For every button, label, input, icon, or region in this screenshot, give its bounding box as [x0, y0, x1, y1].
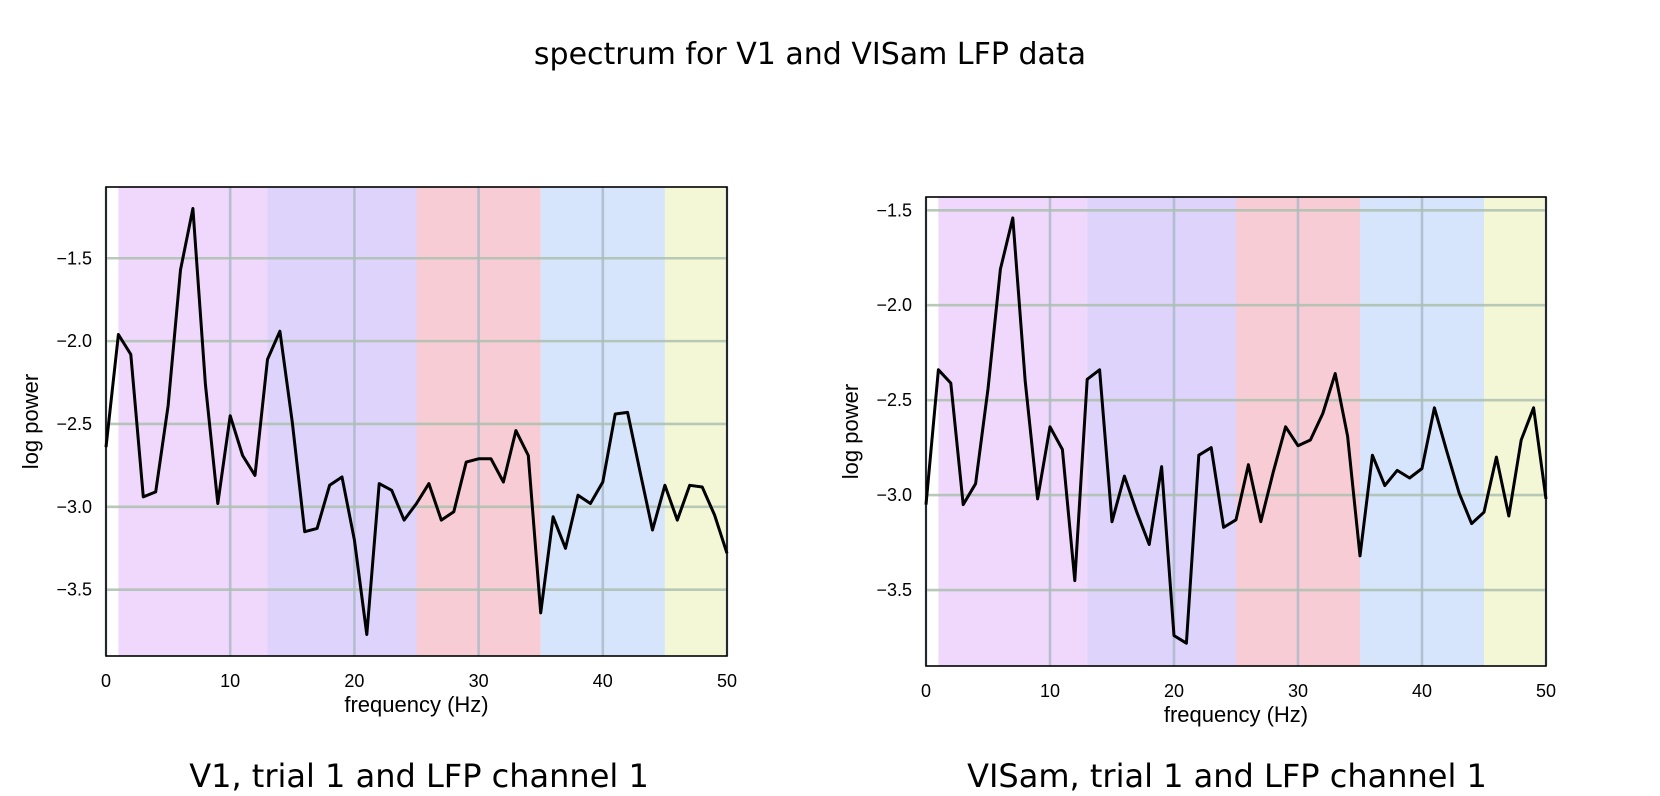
panel-v1-xtick-label-5: 50	[717, 671, 737, 691]
panel-v1-xtick-label-3: 30	[469, 671, 489, 691]
panel-v1-ytick-label-0: −3.5	[56, 580, 92, 600]
panel-v1-ylabel: log power	[18, 374, 43, 469]
figure-title: spectrum for V1 and VISam LFP data	[534, 37, 1086, 72]
panel-v1-xlabel: frequency (Hz)	[344, 692, 488, 717]
panel-visam-xtick-label-2: 20	[1164, 681, 1184, 701]
panel-visam-xtick-label-4: 40	[1412, 681, 1432, 701]
panel-visam-axes-frame	[925, 196, 1547, 667]
panel-v1-xtick-label-2: 20	[344, 671, 364, 691]
panel-v1: 0 10 20 30 40 50 −3.5 −3.0 −2.5 −2.0 −1.5 frequency…	[18, 186, 737, 717]
panel-visam-ytick-label-0: −3.5	[876, 580, 912, 600]
panel-visam-xlabel: frequency (Hz)	[1164, 702, 1308, 727]
panel-visam-xtick-label-3: 30	[1288, 681, 1308, 701]
panel-v1-xtick-label-0: 0	[101, 671, 111, 691]
panel-visam-ytick-label-2: −2.5	[876, 390, 912, 410]
panel-v1-ytick-label-4: −1.5	[56, 248, 92, 268]
panel-visam-ytick-label-1: −3.0	[876, 485, 912, 505]
panel-visam-band-0	[938, 197, 1088, 666]
panel-visam-xtick-label-5: 50	[1536, 681, 1556, 701]
panel-visam-title: VISam, trial 1 and LFP channel 1	[967, 757, 1487, 795]
panel-v1-band-4	[664, 187, 727, 656]
panel-visam-series-line	[924, 216, 1548, 645]
panel-v1-series-line	[104, 207, 729, 636]
panel-visam-xtick-label-0: 0	[921, 681, 931, 701]
panel-visam-ylabel: log power	[838, 384, 863, 479]
panel-visam-band-1	[1087, 197, 1236, 666]
panel-visam: 0 10 20 30 40 50 −3.5 −3.0 −2.5 −2.0 −1.5 frequency…	[838, 196, 1556, 727]
panel-v1-ytick-label-1: −3.0	[56, 497, 92, 517]
panel-visam-ytick-label-3: −2.0	[876, 295, 912, 315]
panel-v1-xtick-label-4: 40	[593, 671, 613, 691]
panel-v1-ytick-label-3: −2.0	[56, 331, 92, 351]
panel-v1-axes-frame	[105, 186, 728, 657]
panel-v1-band-0	[118, 187, 268, 656]
panel-visam-ytick-label-4: −1.5	[876, 200, 912, 220]
panel-v1-xtick-label-1: 10	[220, 671, 240, 691]
panel-v1-title: V1, trial 1 and LFP channel 1	[189, 757, 649, 795]
panel-v1-ytick-label-2: −2.5	[56, 414, 92, 434]
panel-visam-xtick-label-1: 10	[1040, 681, 1060, 701]
